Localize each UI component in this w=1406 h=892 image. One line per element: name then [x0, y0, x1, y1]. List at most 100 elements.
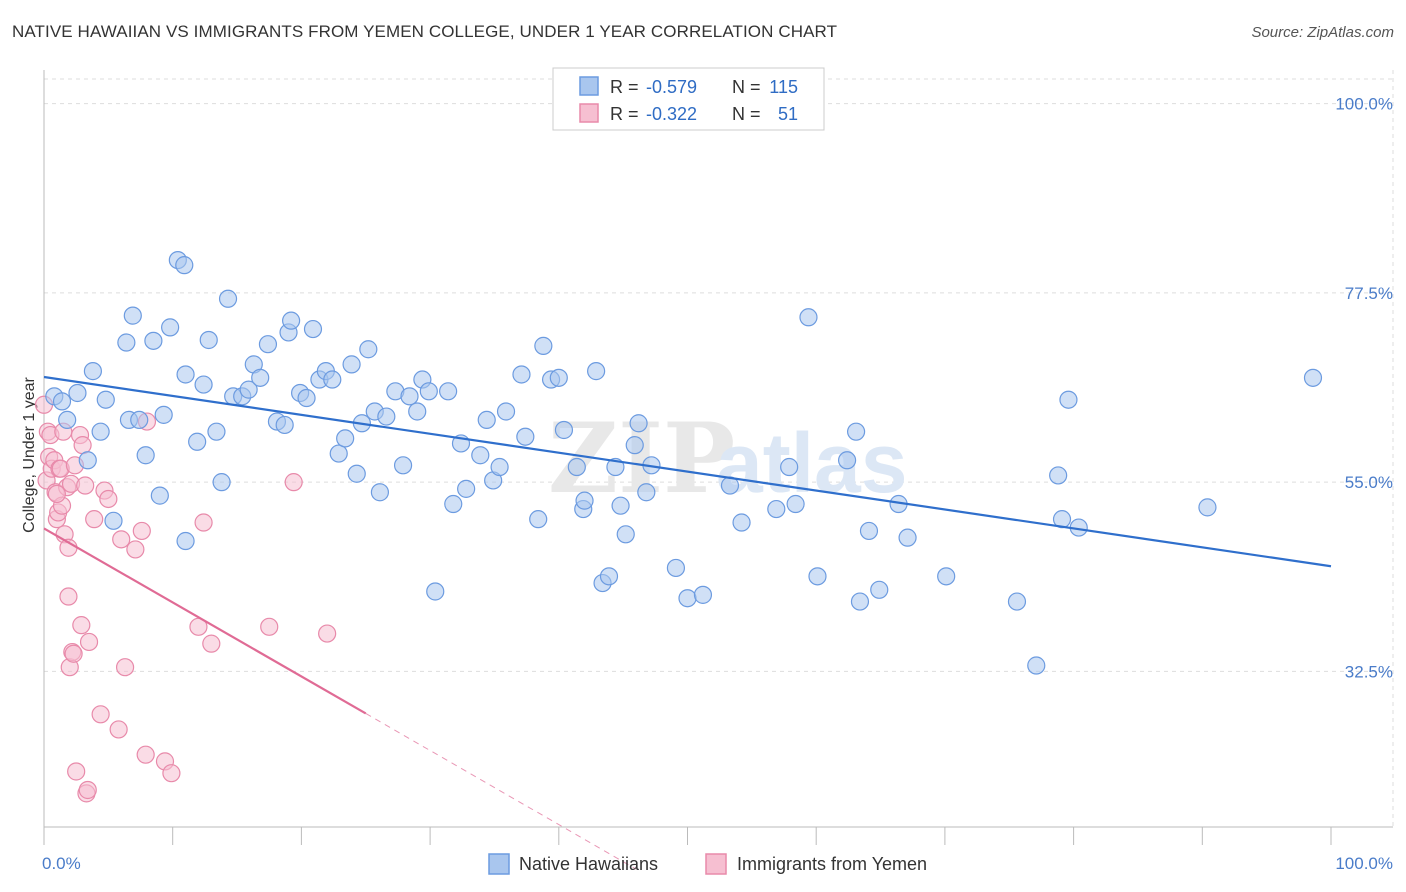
native-hawaiian-point-84	[625, 436, 644, 455]
native-hawaiian-point-71	[534, 336, 553, 355]
axes	[43, 70, 1393, 845]
yemen-point-39	[132, 521, 151, 541]
native-hawaiian-point-73	[549, 368, 568, 387]
yemen-point-25	[72, 616, 91, 635]
yemen-point-30	[79, 632, 99, 652]
bottom-legend-swatch-pink	[705, 853, 727, 875]
yemen-point-35	[109, 720, 128, 739]
native-hawaiian-point-16	[154, 405, 173, 424]
y-tick-label-0: 32.5%	[1345, 662, 1393, 681]
native-hawaiian-point-104	[898, 528, 917, 547]
native-hawaiian-point-29	[239, 380, 258, 399]
yemen-point-26	[73, 436, 92, 455]
native-hawaiian-point-113	[1303, 368, 1323, 387]
watermark-atlas: atlas	[716, 416, 907, 510]
series-yemen-points	[34, 395, 337, 803]
native-hawaiian-point-74	[554, 420, 574, 440]
chart-title: NATIVE HAWAIIAN VS IMMIGRANTS FROM YEMEN…	[12, 22, 838, 41]
native-hawaiian-point-32	[258, 335, 278, 354]
native-hawaiian-point-5	[83, 362, 103, 381]
native-hawaiian-point-48	[359, 340, 378, 359]
native-hawaiian-point-23	[199, 330, 218, 350]
native-hawaiian-point-34	[275, 415, 294, 435]
native-hawaiian-point-26	[218, 289, 238, 308]
native-hawaiian-point-110	[1059, 390, 1078, 409]
native-hawaiian-point-22	[194, 375, 213, 394]
native-hawaiian-point-63	[471, 446, 490, 465]
yemen-point-48	[284, 473, 303, 492]
native-hawaiian-point-105	[937, 567, 956, 586]
yemen-point-23	[67, 762, 86, 781]
native-hawaiian-point-92	[732, 513, 751, 532]
native-hawaiian-point-13	[136, 446, 155, 465]
native-hawaiian-point-69	[516, 427, 535, 446]
native-hawaiian-point-86	[637, 483, 656, 502]
native-hawaiian-point-70	[529, 510, 548, 529]
native-hawaiian-point-112	[1198, 498, 1217, 517]
yemen-point-45	[194, 513, 213, 532]
native-hawaiian-point-14	[144, 331, 163, 350]
native-hawaiian-point-62	[457, 479, 476, 498]
yemen-point-43	[162, 764, 181, 783]
y-tick-labels: 32.5% 55.0% 77.5% 100.0%	[1335, 95, 1393, 682]
native-hawaiian-point-77	[575, 491, 594, 510]
native-hawaiian-point-78	[587, 362, 606, 381]
native-hawaiian-point-50	[370, 483, 390, 502]
trend-line-yemen	[43, 527, 367, 715]
native-hawaiian-point-95	[786, 494, 805, 514]
native-hawaiian-point-46	[347, 464, 366, 483]
legend-n-value-1: 115	[769, 77, 798, 97]
legend-n-label-1: N =	[732, 77, 761, 97]
native-hawaiian-point-19	[175, 256, 194, 275]
bottom-legend-label-pink: Immigrants from Yemen	[737, 854, 927, 874]
legend-r-value-1: -0.579	[646, 77, 697, 97]
native-hawaiian-point-88	[666, 558, 686, 578]
x-tick-label-1: 100.0%	[1335, 854, 1393, 873]
native-hawaiian-point-15	[150, 486, 169, 505]
native-hawaiian-point-99	[846, 422, 866, 441]
native-hawaiian-point-107	[1027, 656, 1046, 675]
native-hawaiian-point-4	[78, 451, 97, 470]
yemen-point-37	[115, 658, 135, 677]
native-hawaiian-point-39	[303, 319, 323, 339]
native-hawaiian-point-102	[870, 580, 889, 599]
native-hawaiian-point-82	[611, 496, 630, 515]
legend-r-label-2: R =	[610, 104, 639, 124]
native-hawaiian-point-96	[799, 308, 818, 327]
native-hawaiian-point-100	[850, 592, 870, 611]
yemen-point-32	[91, 705, 110, 724]
yemen-point-29	[78, 780, 97, 800]
bottom-legend-swatch-blue	[488, 853, 510, 875]
native-hawaiian-point-75	[567, 457, 586, 477]
native-hawaiian-point-11	[123, 306, 142, 325]
native-hawaiian-point-54	[400, 387, 419, 406]
series-legend: Native Hawaiians Immigrants from Yemen	[488, 853, 927, 875]
yemen-point-50	[47, 484, 66, 504]
native-hawaiian-point-89	[678, 589, 697, 608]
native-hawaiian-point-43	[329, 444, 348, 463]
x-tick-label-0: 0.0%	[42, 854, 81, 873]
legend-swatch-pink	[579, 103, 599, 123]
native-hawaiian-point-17	[161, 318, 180, 337]
native-hawaiian-point-64	[477, 410, 496, 430]
native-hawaiian-point-12	[130, 410, 149, 430]
native-hawaiian-point-21	[188, 432, 207, 451]
legend-r-value-2: -0.322	[646, 104, 697, 124]
native-hawaiian-point-114	[176, 531, 195, 551]
legend-n-value-2: 51	[778, 104, 798, 124]
native-hawaiian-point-97	[808, 567, 827, 586]
native-hawaiian-point-80	[599, 567, 619, 586]
native-hawaiian-point-8	[104, 511, 123, 530]
native-hawaiian-point-42	[323, 370, 342, 389]
native-hawaiian-point-68	[512, 365, 531, 384]
legend-r-label-1: R =	[610, 77, 639, 97]
native-hawaiian-point-58	[426, 582, 445, 601]
yemen-point-34	[99, 489, 118, 509]
native-hawaiian-point-1	[52, 392, 72, 411]
native-hawaiian-point-55	[408, 402, 427, 421]
yemen-point-21	[64, 644, 83, 663]
native-hawaiian-point-90	[693, 585, 713, 604]
native-hawaiian-point-67	[496, 402, 516, 421]
x-tick-labels: 0.0% 100.0%	[42, 854, 1393, 873]
